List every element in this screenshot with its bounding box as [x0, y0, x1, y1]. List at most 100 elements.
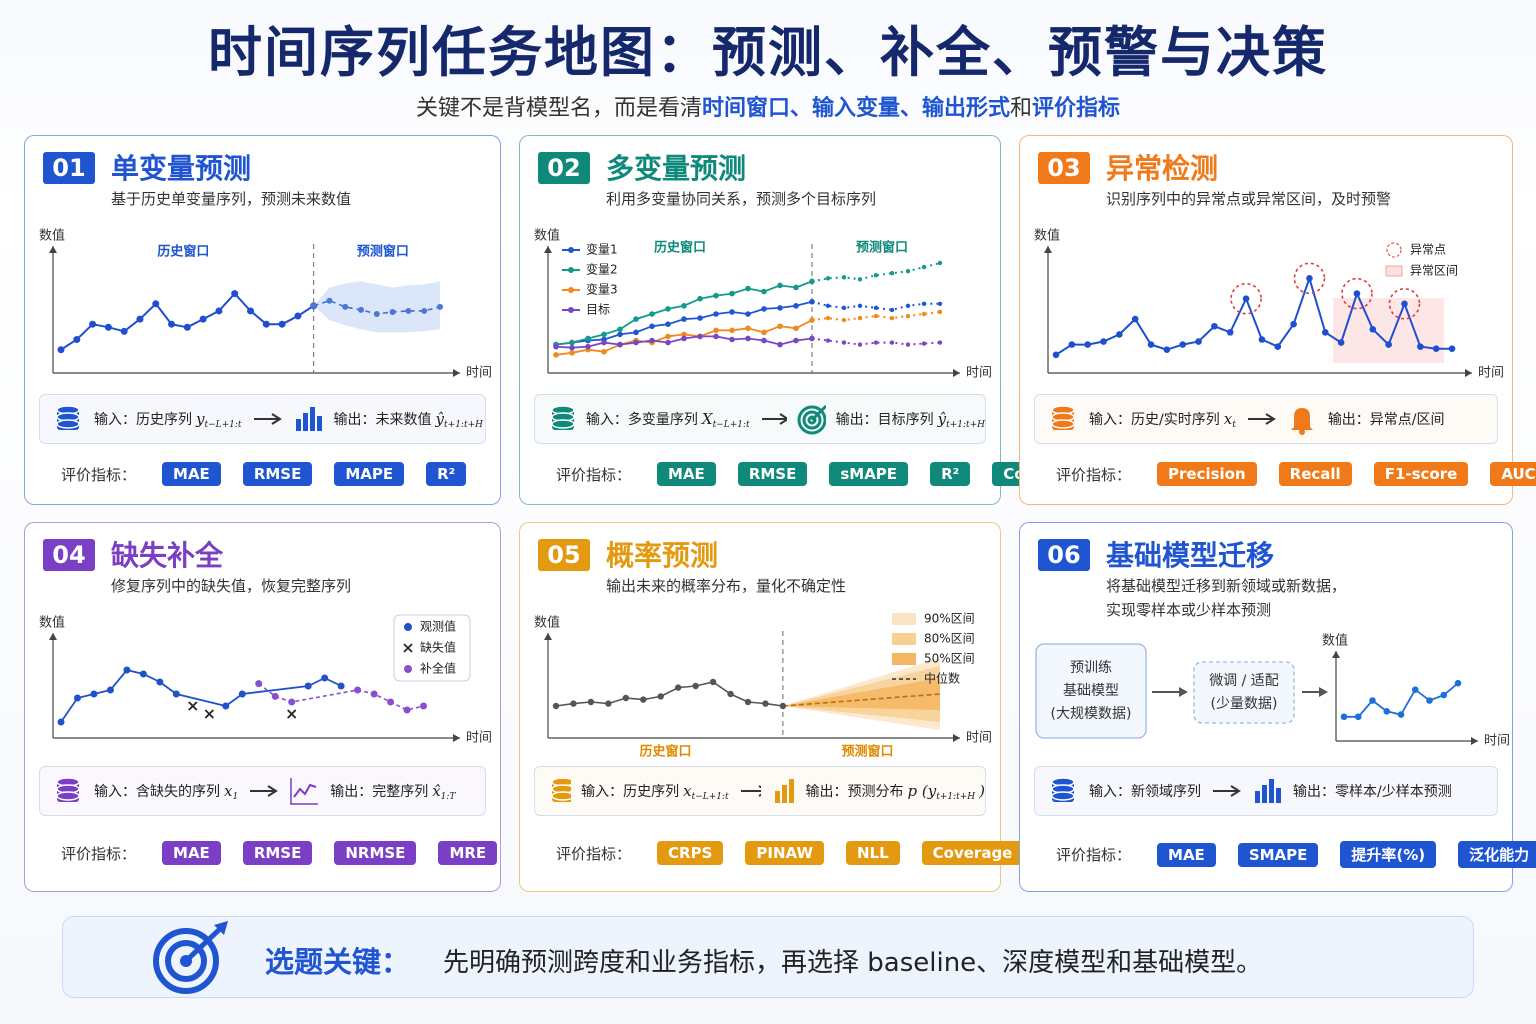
card-number: 04 — [43, 539, 95, 571]
forecast-point — [342, 303, 349, 310]
observed-point — [139, 670, 147, 678]
metrics-label: 评价指标： — [556, 844, 632, 863]
axis-arrow — [1044, 246, 1052, 253]
legend-swatch — [403, 643, 413, 653]
bars-icon — [1255, 779, 1281, 803]
footer: 选题关键： 先明确预测跨度和业务指标，再选择 baseline、深度模型和基础模… — [62, 916, 1474, 998]
legend-label: 异常区间 — [1410, 264, 1458, 278]
metric-chip: Coverage — [921, 841, 1024, 865]
forecast-point — [905, 342, 911, 347]
series-point — [761, 329, 767, 336]
series-point — [697, 295, 703, 302]
history-point — [120, 327, 128, 335]
metrics-row: 评价指标： MAE RMSE NRMSE MRE — [61, 841, 519, 865]
history-point — [152, 300, 160, 308]
anomaly-region — [1333, 298, 1445, 363]
series-point — [761, 288, 767, 295]
model-box — [1035, 643, 1147, 739]
series-point — [713, 333, 719, 340]
imputed-point — [271, 692, 279, 700]
metric-chip: AUC — [1490, 462, 1536, 486]
io-text: 输入：新领域序列 — [1089, 781, 1201, 801]
series-point — [729, 336, 735, 343]
card-description: 将基础模型迁移到新领域或新数据， — [1106, 577, 1347, 595]
database-icon — [1051, 405, 1075, 430]
shape — [295, 419, 301, 431]
shape — [551, 791, 572, 801]
observed-point — [106, 686, 114, 694]
history-point — [136, 315, 144, 323]
observed-point — [90, 690, 98, 698]
io-label: 输出：预测分布 — [805, 783, 904, 800]
forecast-point — [326, 297, 333, 304]
forecast-point — [889, 271, 895, 276]
io-subscript: t — [1232, 419, 1236, 430]
legend-label: 变量1 — [586, 242, 618, 257]
card-number: 05 — [538, 539, 590, 571]
metric-chip: R² — [426, 462, 467, 486]
io-box: 输入：历史/实时序列 xt 输出：异常点/区间 — [1034, 394, 1498, 444]
history-point — [744, 698, 752, 706]
observed-point — [57, 718, 65, 726]
series-point — [713, 292, 719, 299]
axis-arrow — [453, 734, 460, 742]
legend-swatch — [892, 653, 916, 665]
database-icon — [56, 405, 80, 430]
axis-arrow — [453, 369, 460, 377]
legend-swatch — [404, 623, 412, 631]
io-text: 输入：历史/实时序列 xt — [1089, 409, 1236, 430]
io-symbol: x — [683, 781, 692, 800]
target-icon — [153, 921, 228, 994]
metric-chip: CRPS — [657, 841, 724, 865]
axis-arrow — [953, 734, 960, 742]
forecast-point — [905, 268, 911, 274]
shape — [293, 783, 317, 798]
series-point — [729, 327, 735, 334]
shape — [782, 785, 788, 803]
model-box — [1193, 661, 1295, 724]
forecast-point — [825, 315, 831, 321]
history-point — [247, 307, 254, 315]
io-symbol: x — [1223, 409, 1233, 428]
shape — [1262, 785, 1267, 803]
subtitle-part: 评价指标 — [1032, 96, 1121, 121]
history-point — [657, 693, 664, 700]
observed-point — [321, 674, 329, 682]
history-point — [262, 320, 270, 328]
series-point — [1195, 338, 1202, 345]
imputed-point — [387, 698, 395, 706]
series-point — [793, 303, 799, 309]
metric-chip: R² — [930, 462, 971, 486]
forecast-line — [811, 300, 940, 311]
series-point — [665, 306, 671, 312]
shape — [551, 419, 575, 429]
series-point — [1290, 320, 1297, 328]
y-axis-label: 数值 — [39, 228, 65, 244]
forecast-point — [921, 264, 927, 270]
io-subscript: 1 — [232, 791, 239, 802]
forecast-point — [889, 340, 895, 345]
history-point — [199, 315, 207, 323]
observed-point — [222, 702, 230, 710]
series-point — [1385, 341, 1392, 348]
legend-label: 中位数 — [924, 671, 960, 686]
card-number: 01 — [43, 152, 95, 184]
card-description: 利用多变量协同关系，预测多个目标序列 — [606, 190, 877, 208]
shape — [807, 415, 817, 425]
legend-swatch — [404, 665, 412, 673]
history-point — [587, 698, 595, 706]
shape — [271, 413, 282, 425]
series-point — [617, 341, 623, 348]
metrics-row: 评价指标： MAE SMAPE 提升率(%) 泛化能力 — [1056, 841, 1536, 868]
series-point — [1432, 345, 1440, 352]
series-point — [649, 311, 655, 317]
history-point — [294, 312, 302, 320]
history-point — [231, 290, 239, 298]
io-symbol: x — [224, 781, 233, 800]
series-point — [777, 282, 783, 289]
arrow — [1213, 785, 1241, 797]
